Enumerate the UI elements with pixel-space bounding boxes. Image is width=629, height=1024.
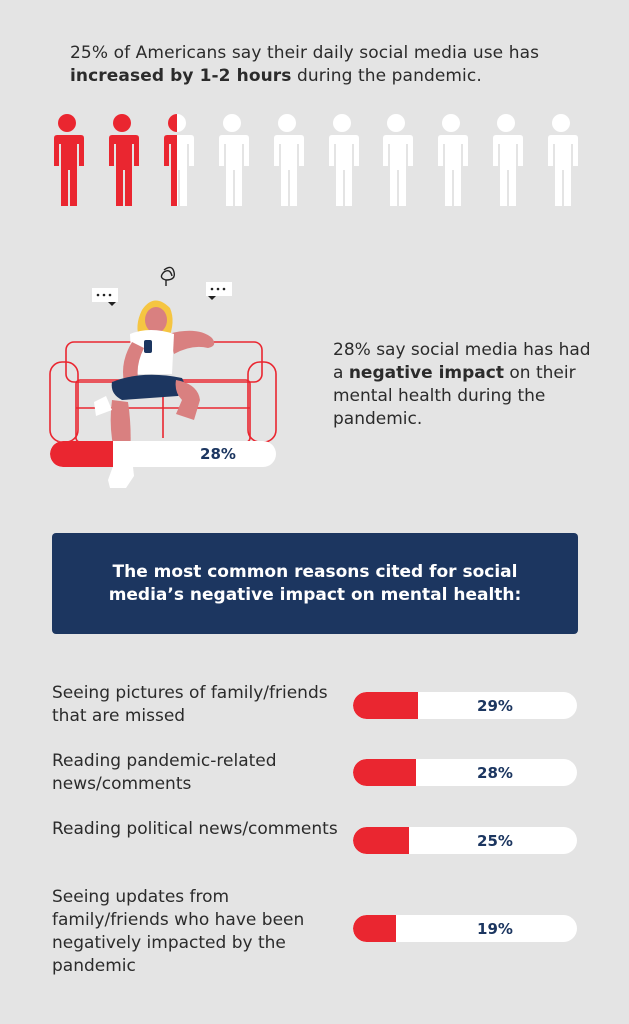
- reason-bar-label: 29%: [477, 696, 513, 715]
- reason-bar-fill: [353, 915, 396, 942]
- couch-left-arm: [49, 361, 79, 443]
- reason-bar-fill: [353, 692, 418, 719]
- negative-impact-text-suffix: on their mental health during the pandem…: [333, 363, 576, 429]
- people-icon-row: [50, 114, 582, 206]
- speech-bubble-icon: [206, 282, 232, 300]
- negative-impact-statement: 28% say social media has had a negative …: [333, 339, 603, 431]
- person-icon: [544, 114, 579, 206]
- reason-bar: 29%: [353, 692, 577, 719]
- negative-impact-text-bold: negative impact: [348, 363, 504, 383]
- person-icon: [215, 114, 249, 206]
- person-icon: [50, 114, 84, 206]
- reason-bar: 25%: [353, 827, 577, 854]
- intro-text-bold: increased by 1-2 hours: [70, 66, 292, 86]
- negative-impact-bar-label: 28%: [200, 445, 236, 463]
- reason-bar-label: 19%: [477, 919, 513, 938]
- intro-text-suffix: during the pandemic.: [291, 66, 482, 86]
- reasons-banner: The most common reasons cited for social…: [52, 533, 578, 634]
- phone-icon: [144, 340, 152, 353]
- reason-bar-label: 28%: [477, 763, 513, 782]
- person-icon: [489, 114, 524, 206]
- intro-text-prefix: 25% of Americans say their daily social …: [70, 43, 540, 63]
- reason-label: Reading political news/comments: [52, 819, 338, 839]
- reason-bar-fill: [353, 759, 416, 786]
- reason-bar: 19%: [353, 915, 577, 942]
- reason-label: Seeing updates from family/friends who h…: [52, 887, 305, 976]
- stress-scribble-icon: [160, 266, 176, 286]
- person-icon: [434, 114, 469, 206]
- negative-impact-bar: 28%: [50, 441, 276, 467]
- person-icon: [270, 114, 304, 206]
- negative-impact-text-prefix: 28% say social media has had a: [333, 340, 591, 383]
- reason-label: Seeing pictures of family/friends that a…: [52, 683, 328, 726]
- person-icon: [325, 114, 359, 206]
- woman-on-couch-illustration: [49, 266, 277, 488]
- reasons-banner-title: The most common reasons cited for social…: [108, 561, 522, 605]
- reason-bar-fill: [353, 827, 409, 854]
- reason-bar: 28%: [353, 759, 577, 786]
- person-icon: [160, 114, 194, 206]
- speech-bubble-icon: [92, 288, 118, 306]
- reason-label: Reading pandemic-related news/comments: [52, 751, 277, 794]
- person-icon: [379, 114, 414, 206]
- intro-statement: 25% of Americans say their daily social …: [70, 42, 590, 88]
- person-icon: [105, 114, 139, 206]
- negative-impact-bar-fill: [50, 441, 114, 467]
- reason-bar-label: 25%: [477, 831, 513, 850]
